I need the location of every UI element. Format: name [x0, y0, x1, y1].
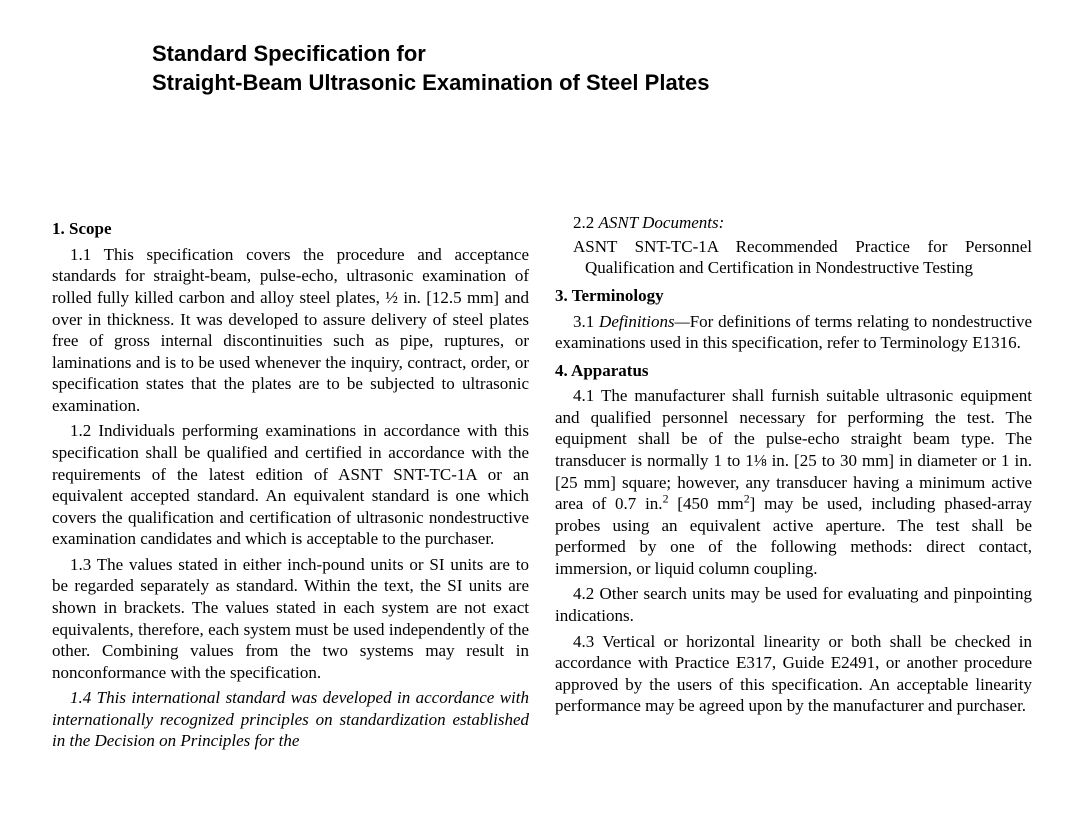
section-3-heading: 3. Terminology	[555, 285, 1032, 307]
title-block: Standard Specification for Straight-Beam…	[52, 40, 1032, 97]
para-1-1: 1.1 This specification covers the proced…	[52, 244, 529, 417]
para-3-1-defn: Definitions—	[599, 312, 690, 331]
para-3-1: 3.1 Definitions—For definitions of terms…	[555, 311, 1032, 354]
sub-2-2-title: ASNT Documents:	[599, 213, 725, 232]
para-4-1-b: [450 mm	[669, 494, 744, 513]
section-1-heading: 1. Scope	[52, 218, 529, 240]
para-4-3: 4.3 Vertical or horizontal linearity or …	[555, 631, 1032, 717]
section-4-heading: 4. Apparatus	[555, 360, 1032, 382]
title-line-2: Straight-Beam Ultrasonic Examination of …	[152, 69, 1032, 98]
para-4-2: 4.2 Other search units may be used for e…	[555, 583, 1032, 626]
para-4-1: 4.1 The manufacturer shall furnish suita…	[555, 385, 1032, 579]
para-3-1-label: 3.1	[573, 312, 599, 331]
page: Standard Specification for Straight-Beam…	[0, 0, 1084, 756]
sub-2-2-label: 2.2	[573, 213, 599, 232]
para-1-2: 1.2 Individuals performing examinations …	[52, 420, 529, 549]
body-columns: 1. Scope 1.1 This specification covers t…	[52, 212, 1032, 756]
left-column: 1. Scope 1.1 This specification covers t…	[52, 212, 529, 756]
asnt-reference: ASNT SNT-TC-1A Recommended Practice for …	[555, 236, 1032, 279]
para-1-3: 1.3 The values stated in either inch-pou…	[52, 554, 529, 683]
title-line-1: Standard Specification for	[152, 40, 1032, 69]
subsection-2-2: 2.2 ASNT Documents:	[555, 212, 1032, 234]
right-column: 2.2 ASNT Documents: ASNT SNT-TC-1A Recom…	[555, 212, 1032, 756]
para-1-4: 1.4 This international standard was deve…	[52, 687, 529, 752]
